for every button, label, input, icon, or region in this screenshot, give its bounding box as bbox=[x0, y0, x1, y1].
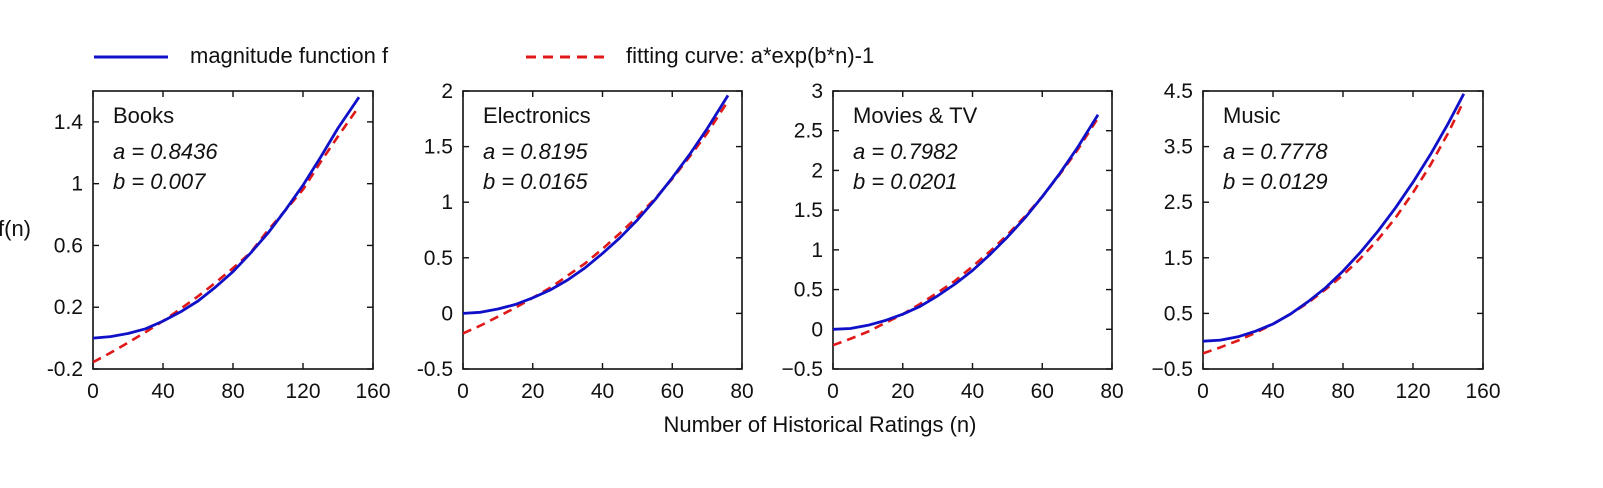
panel-title-music: Music bbox=[1223, 103, 1280, 128]
plot-frame bbox=[1202, 90, 1484, 370]
magnitude-function-line bbox=[1203, 93, 1466, 343]
y-tick-label: 0.2 bbox=[54, 296, 83, 319]
y-tick-label: 0.5 bbox=[794, 279, 823, 302]
y-tick-label: 1.5 bbox=[1164, 247, 1193, 270]
fitting-curve-line bbox=[1203, 100, 1465, 355]
y-tick-label: 4.5 bbox=[1164, 80, 1193, 103]
fitting-curve-line bbox=[93, 105, 361, 364]
x-tick-label: 160 bbox=[355, 380, 390, 403]
y-tick-label: −0.5 bbox=[782, 358, 823, 381]
x-tick-label: 0 bbox=[87, 380, 99, 403]
y-tick-label: 0 bbox=[811, 318, 823, 341]
y-tick-label: -0.5 bbox=[417, 358, 453, 381]
panel-title-books: Books bbox=[113, 103, 174, 128]
y-tick-label: 2.5 bbox=[794, 120, 823, 143]
y-tick-label: 0.5 bbox=[1164, 302, 1193, 325]
param-b-text: b = 0.007 bbox=[113, 169, 206, 194]
param-b-text: b = 0.0165 bbox=[483, 169, 588, 194]
legend-fitting-label: fitting curve: a*exp(b*n)-1 bbox=[626, 43, 874, 68]
legend: magnitude function f fitting curve: a*ex… bbox=[94, 43, 874, 68]
panel-title-electronics: Electronics bbox=[483, 103, 591, 128]
y-axis-label: f(n) bbox=[0, 216, 31, 241]
y-tick-label: 2 bbox=[811, 159, 823, 182]
x-tick-label: 20 bbox=[891, 380, 914, 403]
y-tick-label: -0.2 bbox=[47, 358, 83, 381]
y-tick-label: 2.5 bbox=[1164, 191, 1193, 214]
param-b-text: b = 0.0129 bbox=[1223, 169, 1328, 194]
x-tick-label: 80 bbox=[730, 380, 753, 403]
x-tick-label: 40 bbox=[961, 380, 984, 403]
x-tick-label: 160 bbox=[1465, 380, 1500, 403]
y-tick-label: 1.5 bbox=[794, 199, 823, 222]
x-tick-label: 80 bbox=[1331, 380, 1354, 403]
y-tick-label: 1 bbox=[811, 239, 823, 262]
param-a-text: a = 0.7778 bbox=[1223, 139, 1328, 164]
magnitude-function-line bbox=[93, 96, 361, 340]
y-tick-label: 0 bbox=[441, 302, 453, 325]
y-tick-label: 1.4 bbox=[54, 111, 84, 134]
x-tick-label: 0 bbox=[457, 380, 469, 403]
x-tick-label: 40 bbox=[1261, 380, 1284, 403]
param-a-text: a = 0.8436 bbox=[113, 139, 218, 164]
magnitude-function-line bbox=[833, 114, 1100, 331]
x-tick-label: 120 bbox=[285, 380, 320, 403]
x-tick-label: 120 bbox=[1395, 380, 1430, 403]
legend-magnitude-label: magnitude function f bbox=[190, 43, 389, 68]
y-tick-label: 3 bbox=[811, 80, 823, 103]
plot-frame bbox=[92, 90, 374, 370]
y-tick-label: 0.6 bbox=[54, 234, 83, 257]
x-tick-label: 80 bbox=[221, 380, 244, 403]
y-tick-label: 1 bbox=[71, 173, 83, 196]
param-b-text: b = 0.0201 bbox=[853, 169, 958, 194]
x-tick-label: 0 bbox=[1197, 380, 1209, 403]
param-a-text: a = 0.7982 bbox=[853, 139, 958, 164]
y-tick-label: 2 bbox=[441, 80, 453, 103]
x-tick-label: 80 bbox=[1100, 380, 1123, 403]
panel-books: 0 40 80 120 160 -0.2 0.2 0.6 1 1.4 Books a = 0.8436… bbox=[47, 90, 391, 403]
magnitude-function-line bbox=[463, 94, 730, 315]
x-tick-label: 20 bbox=[521, 380, 544, 403]
y-tick-label: 0.5 bbox=[424, 247, 453, 270]
x-axis-label: Number of Historical Ratings (n) bbox=[664, 412, 977, 437]
x-tick-label: 40 bbox=[151, 380, 174, 403]
y-tick-label: 1.5 bbox=[424, 136, 453, 159]
panel-title-movies-tv: Movies & TV bbox=[853, 103, 978, 128]
x-tick-label: 40 bbox=[591, 380, 614, 403]
fitting-curve-line bbox=[463, 100, 730, 335]
plot-frame bbox=[462, 90, 743, 370]
x-tick-label: 60 bbox=[1031, 380, 1054, 403]
x-tick-label: 0 bbox=[827, 380, 839, 403]
x-tick-label: 60 bbox=[661, 380, 684, 403]
y-tick-label: −0.5 bbox=[1152, 358, 1193, 381]
y-tick-label: 3.5 bbox=[1164, 136, 1193, 159]
y-tick-label: 1 bbox=[441, 191, 453, 214]
param-a-text: a = 0.8195 bbox=[483, 139, 588, 164]
panel-music: 0 40 80 120 160 −0.5 0.5 1.5 2.5 3.5 4.5 Music a = 0… bbox=[1152, 80, 1501, 403]
